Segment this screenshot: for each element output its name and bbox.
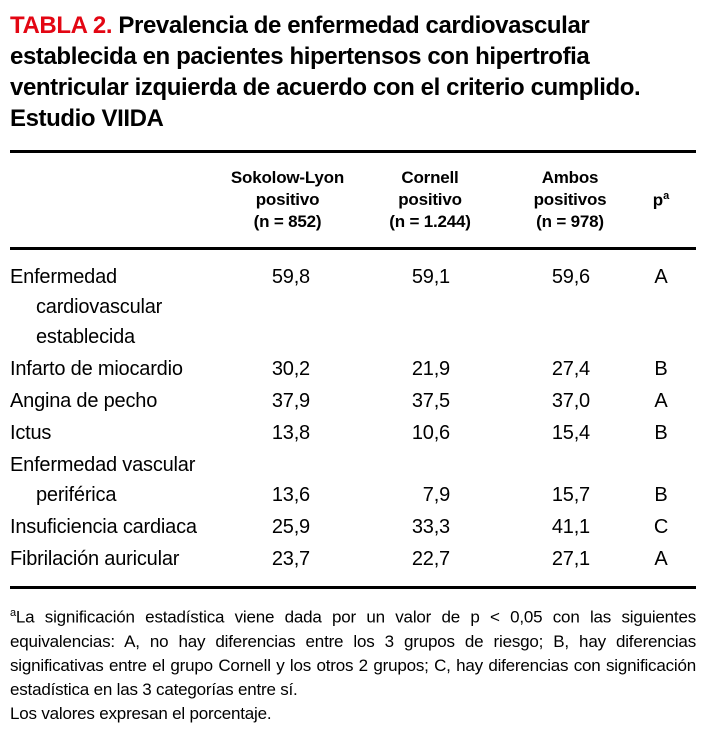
- table-row-line: Enfermedad vascular: [10, 450, 696, 480]
- value-cell: 15,7: [551, 484, 590, 506]
- column-header-line: Cornell: [401, 168, 459, 187]
- table-row-line: establecida: [10, 322, 696, 352]
- table-row: Enfermedad vascular periférica 13,6 7,9 15,7…: [10, 450, 696, 510]
- row-label: Infarto de miocardio: [10, 358, 183, 380]
- row-label: Angina de pecho: [10, 390, 158, 412]
- row-label: Ictus: [10, 422, 52, 444]
- bottom-rule: [10, 586, 696, 589]
- table-row-line: Angina de pecho 37,9 37,5 37,0 A: [10, 386, 696, 416]
- table-header-row: Sokolow-Lyon positivo (n = 852) Cornell posi…: [10, 153, 696, 247]
- table-row-line: Infarto de miocardio 30,2 21,9 27,4 B: [10, 354, 696, 384]
- value-cell: 22,7: [411, 548, 450, 570]
- row-label: cardiovascular: [36, 296, 163, 318]
- value-cell: 37,5: [411, 390, 450, 412]
- column-header-line: (n = 852): [253, 212, 322, 231]
- value-cell: 23,7: [271, 548, 310, 570]
- column-header-line: (n = 978): [536, 212, 604, 231]
- value-cell: 27,1: [551, 548, 590, 570]
- value-cell: 37,0: [551, 390, 590, 412]
- table-row: Fibrilación auricular 23,7 22,7 27,1 A: [10, 544, 696, 574]
- value-cell: 10,6: [411, 422, 450, 444]
- column-header: Ambos positivos (n = 978): [500, 167, 640, 233]
- column-header-line: Ambos: [541, 168, 599, 187]
- value-cell: 15,4: [551, 422, 590, 444]
- value-cell: 30,2: [271, 358, 310, 380]
- column-header-line: positivos: [533, 190, 607, 209]
- p-value-cell: B: [654, 358, 668, 380]
- column-header-line: positivo: [398, 190, 462, 209]
- value-cell: 7,9: [422, 484, 450, 506]
- value-cell: 13,8: [271, 422, 310, 444]
- row-label: Enfermedad vascular: [10, 454, 196, 476]
- column-header: Sokolow-Lyon positivo (n = 852): [215, 167, 360, 233]
- value-cell: 59,8: [271, 266, 310, 288]
- column-header-line: (n = 1.244): [389, 212, 471, 231]
- column-header-line: Sokolow-Lyon: [230, 168, 345, 187]
- table-row: Infarto de miocardio 30,2 21,9 27,4 B: [10, 354, 696, 384]
- p-value-cell: B: [654, 484, 668, 506]
- value-cell: 13,6: [271, 484, 310, 506]
- row-label: Enfermedad: [10, 266, 117, 288]
- column-header: Cornell positivo (n = 1.244): [360, 167, 500, 233]
- row-label: Insuficiencia cardiaca: [10, 516, 197, 538]
- value-cell: 25,9: [271, 516, 310, 538]
- table-row: Angina de pecho 37,9 37,5 37,0 A: [10, 386, 696, 416]
- value-cell: 41,1: [551, 516, 590, 538]
- row-label: establecida: [36, 326, 135, 348]
- table-row: Insuficiencia cardiaca 25,9 33,3 41,1 C: [10, 512, 696, 542]
- row-label: Fibrilación auricular: [10, 548, 180, 570]
- footnote-marker: a: [10, 607, 16, 619]
- column-header-line: positivo: [255, 190, 320, 209]
- table-row-line: periférica 13,6 7,9 15,7 B: [10, 480, 696, 510]
- table-caption: Prevalencia de enfermedad cardiovascular…: [10, 12, 641, 132]
- footnote-text: aLa significación estadística viene dada…: [10, 601, 696, 702]
- footnote: aLa significación estadística viene dada…: [10, 601, 696, 726]
- value-cell: 59,1: [411, 266, 450, 288]
- table-row: Ictus 13,8 10,6 15,4 B: [10, 418, 696, 448]
- p-value-cell: C: [653, 516, 669, 538]
- table-title: TABLA 2. Prevalencia de enfermedad cardi…: [10, 10, 696, 134]
- p-value-cell: A: [654, 390, 668, 412]
- p-superscript: a: [663, 189, 670, 202]
- table-row-line: cardiovascular: [10, 292, 696, 322]
- p-value-cell: A: [654, 548, 668, 570]
- table-row-line: Fibrilación auricular 23,7 22,7 27,1 A: [10, 544, 696, 574]
- row-label: periférica: [36, 484, 117, 506]
- p-value-cell: B: [654, 422, 668, 444]
- value-cell: 21,9: [411, 358, 450, 380]
- top-rule: [10, 150, 696, 153]
- footnote-note: Los valores expresan el porcentaje.: [10, 703, 272, 723]
- value-cell: 59,6: [551, 266, 590, 288]
- header-rule: [10, 247, 696, 250]
- p-value-cell: A: [654, 266, 668, 288]
- footnote-body: La significación estadística viene dada …: [10, 607, 696, 699]
- value-cell: 37,9: [271, 390, 310, 412]
- value-cell: 27,4: [551, 358, 590, 380]
- table-row-line: Ictus 13,8 10,6 15,4 B: [10, 418, 696, 448]
- table-number: TABLA 2.: [10, 12, 113, 39]
- table-row-line: Enfermedad 59,8 59,1 59,6 A: [10, 262, 696, 292]
- table-row-line: Insuficiencia cardiaca 25,9 33,3 41,1 C: [10, 512, 696, 542]
- p-column-header: pa: [652, 189, 670, 210]
- value-cell: 33,3: [411, 516, 450, 538]
